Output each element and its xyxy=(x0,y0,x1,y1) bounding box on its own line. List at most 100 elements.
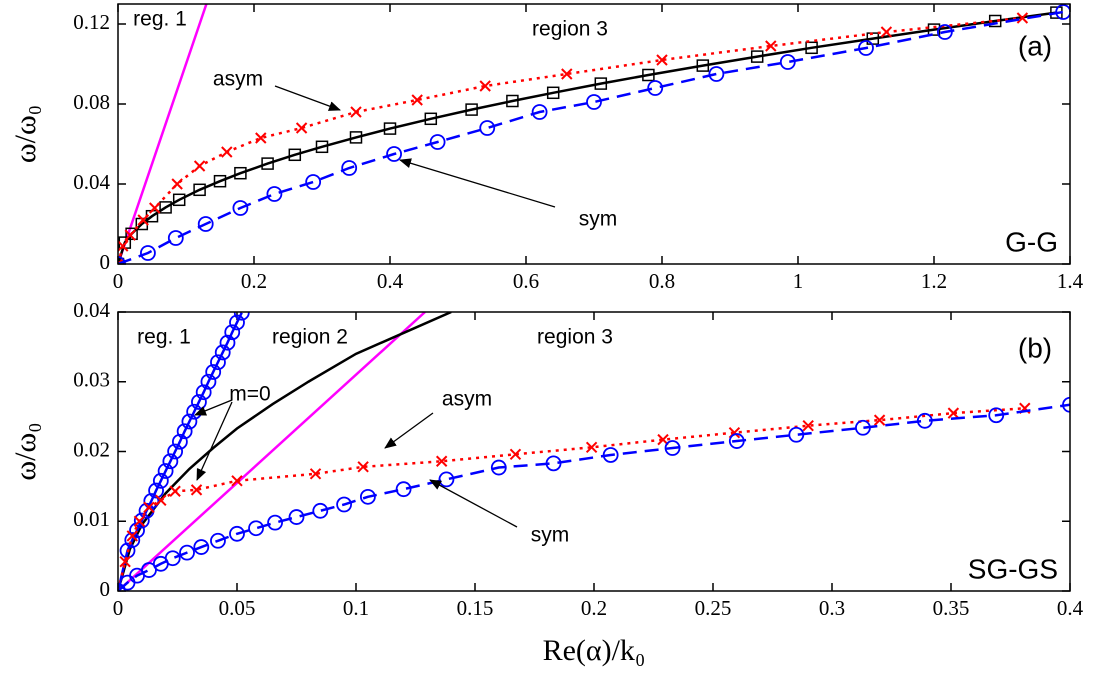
marker xyxy=(229,525,245,542)
marker xyxy=(155,494,167,507)
marker xyxy=(765,40,777,52)
annotation: region 2 xyxy=(272,326,348,349)
y-tick-label: 0.01 xyxy=(73,507,110,531)
x-tick-label: 0.8 xyxy=(649,269,675,293)
panel-title: G-G xyxy=(1005,226,1058,257)
marker xyxy=(200,373,217,390)
marker xyxy=(383,122,397,135)
marker xyxy=(509,448,522,460)
x-tick-label: 0 xyxy=(113,596,124,620)
panel-title: SG-GS xyxy=(968,553,1058,584)
marker xyxy=(647,80,664,96)
marker xyxy=(176,423,193,440)
x-tick-label: 0.05 xyxy=(219,596,256,620)
panel: 0 0.2 0.4 0.6 0.8 1 1.2 1.4 0 0.04 0.08 0.12 reg. 1 r… xyxy=(9,3,1084,293)
marker xyxy=(295,122,308,134)
marker xyxy=(341,160,358,176)
marker xyxy=(656,54,668,66)
x-tick-label: 0.2 xyxy=(581,596,607,620)
marker xyxy=(232,200,249,216)
marker xyxy=(359,488,376,505)
marker xyxy=(266,186,283,202)
marker xyxy=(288,148,302,162)
marker xyxy=(288,509,305,525)
series-line xyxy=(118,312,243,591)
x-tick-label: 0.35 xyxy=(933,596,970,620)
marker xyxy=(157,463,174,479)
marker xyxy=(585,441,598,454)
marker xyxy=(205,364,222,380)
y-tick-label: 0.02 xyxy=(73,437,110,461)
marker xyxy=(750,50,764,63)
annotation: reg. 1 xyxy=(133,8,187,31)
marker xyxy=(171,178,183,190)
plot-area xyxy=(118,312,1070,591)
annotation: asym xyxy=(213,68,263,91)
marker xyxy=(386,146,402,162)
series-line xyxy=(118,407,1025,591)
y-tick-label: 0.04 xyxy=(73,170,110,194)
marker xyxy=(152,472,169,489)
marker xyxy=(435,455,448,467)
marker xyxy=(210,532,226,549)
marker xyxy=(728,433,745,449)
series-line xyxy=(118,16,1023,264)
marker xyxy=(779,54,796,70)
marker xyxy=(696,59,710,72)
series-line xyxy=(118,403,1070,591)
y-axis-label: ω/ω₀ xyxy=(9,105,42,163)
marker xyxy=(234,166,247,180)
y-tick-label: 0.08 xyxy=(73,90,110,114)
y-tick-label: 0.12 xyxy=(73,10,110,34)
marker xyxy=(181,413,198,430)
marker xyxy=(219,334,236,351)
arrow xyxy=(429,479,518,528)
x-tick-label: 0 xyxy=(113,269,124,293)
marker xyxy=(118,258,124,264)
marker xyxy=(546,86,560,100)
marker xyxy=(315,140,329,154)
marker xyxy=(357,461,369,473)
marker xyxy=(708,66,725,82)
marker xyxy=(193,183,206,197)
marker xyxy=(167,443,184,460)
marker xyxy=(197,216,214,232)
axes-frame xyxy=(117,3,1071,265)
annotation: sym xyxy=(579,208,618,231)
marker xyxy=(124,532,141,548)
marker xyxy=(855,419,871,436)
x-tick-label: 0.2 xyxy=(241,269,267,293)
marker xyxy=(1062,396,1070,413)
marker xyxy=(947,407,960,419)
marker xyxy=(916,412,933,429)
marker xyxy=(531,104,548,120)
marker xyxy=(1016,12,1029,24)
x-tick-label: 0.6 xyxy=(513,269,539,293)
marker xyxy=(124,229,136,241)
annotation: region 3 xyxy=(532,18,608,41)
y-tick-label: 0.03 xyxy=(73,368,110,392)
marker xyxy=(125,227,138,241)
x-axis-label: Re(α)/k₀ xyxy=(543,634,646,667)
marker xyxy=(642,68,655,82)
x-tick-label: 0.25 xyxy=(695,596,732,620)
marker xyxy=(169,485,181,497)
arrow xyxy=(196,401,233,481)
marker xyxy=(162,453,179,470)
x-tick-label: 0.15 xyxy=(457,596,494,620)
marker xyxy=(350,106,362,118)
marker xyxy=(248,520,264,537)
marker xyxy=(490,459,507,476)
panel-label: (a) xyxy=(1018,30,1052,61)
marker xyxy=(395,481,412,498)
marker xyxy=(545,455,562,472)
plot-area xyxy=(118,4,1070,264)
series-line xyxy=(118,10,1064,264)
marker xyxy=(193,160,206,172)
arrow xyxy=(384,412,434,449)
marker xyxy=(411,94,423,106)
marker xyxy=(141,562,157,578)
marker xyxy=(936,24,953,40)
marker xyxy=(880,26,893,38)
